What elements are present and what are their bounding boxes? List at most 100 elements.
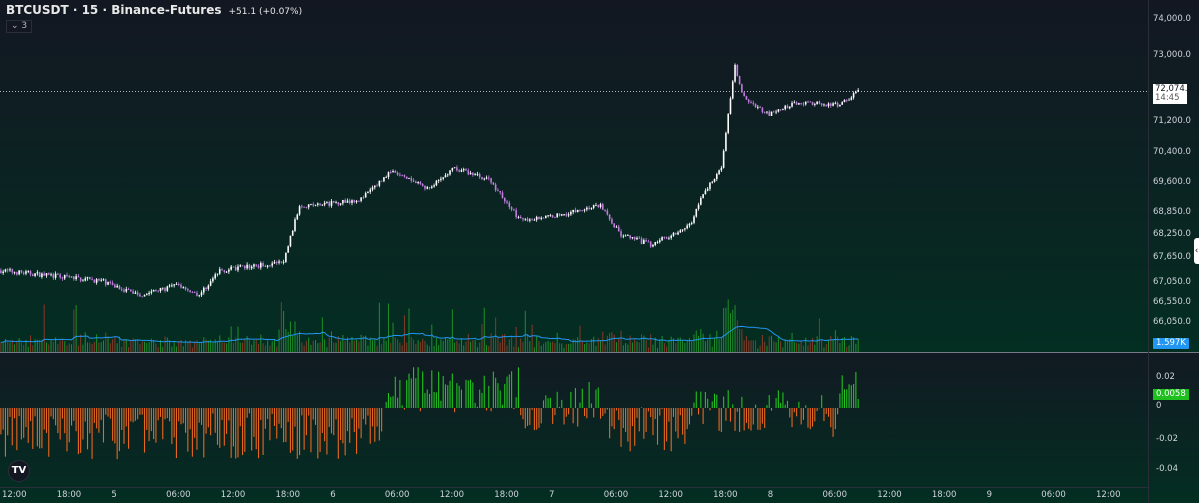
volume-bar bbox=[118, 336, 120, 352]
candle-body bbox=[77, 276, 80, 278]
candle-body bbox=[836, 102, 839, 107]
candle-body bbox=[73, 276, 75, 280]
volume-bar bbox=[572, 339, 574, 352]
volume-bar bbox=[611, 332, 613, 352]
candle-body bbox=[661, 237, 663, 241]
candle-body bbox=[759, 107, 761, 108]
candle-body bbox=[351, 200, 353, 203]
volume-bar bbox=[278, 329, 280, 352]
volume-bar bbox=[66, 345, 68, 352]
volume-bar bbox=[326, 347, 328, 352]
candle-body bbox=[205, 287, 207, 289]
candle-body bbox=[294, 219, 296, 231]
candle-body bbox=[472, 172, 474, 176]
candle-body bbox=[503, 197, 506, 202]
volume-bar bbox=[226, 343, 228, 352]
candle-body bbox=[517, 216, 520, 218]
time-tick: 12:00 bbox=[2, 490, 27, 500]
price-pane[interactable] bbox=[0, 0, 1199, 352]
candle-body bbox=[830, 103, 832, 106]
volume-bar bbox=[189, 340, 191, 352]
candle-body bbox=[367, 191, 369, 194]
time-tick: 12:00 bbox=[658, 490, 683, 500]
volume-bar bbox=[522, 342, 524, 352]
candle-body bbox=[465, 169, 467, 171]
candle-body bbox=[45, 273, 48, 276]
candle-body bbox=[636, 237, 638, 240]
candle-body bbox=[547, 215, 549, 217]
candle-body bbox=[807, 101, 809, 103]
volume-bar bbox=[547, 340, 549, 352]
volume-bar bbox=[449, 337, 451, 352]
candle-body bbox=[415, 181, 417, 184]
candle-body bbox=[677, 232, 679, 235]
volume-bar bbox=[219, 335, 221, 352]
oscillator-pane[interactable] bbox=[0, 353, 1199, 503]
candle-body bbox=[460, 170, 463, 172]
candle-body bbox=[16, 272, 18, 275]
candle-body bbox=[711, 181, 714, 183]
volume-bar bbox=[828, 340, 830, 352]
volume-bar bbox=[125, 339, 127, 352]
candle-body bbox=[624, 235, 627, 237]
volume-bar bbox=[52, 341, 54, 352]
candle-body bbox=[750, 102, 752, 103]
candle-body bbox=[107, 282, 109, 285]
volume-bar bbox=[276, 346, 278, 352]
candle-body bbox=[134, 292, 137, 294]
volume-bar bbox=[825, 344, 827, 352]
candle-body bbox=[387, 172, 390, 177]
symbol-title[interactable]: BTCUSDT · 15 · Binance-Futures bbox=[6, 3, 222, 17]
volume-bar bbox=[82, 344, 84, 352]
volume-bar bbox=[175, 346, 177, 352]
candle-body bbox=[374, 185, 376, 188]
volume-bar bbox=[465, 341, 467, 352]
candle-body bbox=[467, 170, 470, 175]
volume-bar bbox=[424, 341, 426, 352]
time-tick: 06:00 bbox=[384, 490, 410, 500]
volume-bar bbox=[7, 340, 9, 352]
volume-bar bbox=[554, 343, 556, 352]
volume-bar bbox=[631, 342, 633, 352]
volume-bar bbox=[25, 340, 27, 352]
volume-bar bbox=[230, 326, 232, 352]
candle-body bbox=[328, 202, 330, 206]
candle-body bbox=[200, 292, 203, 296]
volume-bar bbox=[210, 339, 212, 352]
volume-bar bbox=[723, 308, 725, 352]
volume-bar bbox=[777, 337, 779, 352]
volume-bar bbox=[759, 345, 761, 352]
volume-bar bbox=[511, 336, 513, 352]
volume-bar bbox=[593, 336, 595, 352]
candle-body bbox=[629, 235, 631, 239]
candle-body bbox=[627, 235, 629, 237]
candle-body bbox=[417, 182, 419, 184]
indicators-toggle-button[interactable]: ⌄ 3 bbox=[6, 20, 33, 33]
candle-body bbox=[132, 291, 134, 294]
candle-body bbox=[109, 282, 112, 283]
collapse-panel-button[interactable]: ‹ bbox=[1194, 238, 1199, 264]
candle-body bbox=[225, 271, 228, 273]
volume-bar bbox=[253, 340, 255, 352]
candle-body bbox=[606, 210, 609, 215]
candle-body bbox=[68, 276, 71, 277]
volume-bar bbox=[853, 337, 855, 352]
volume-bar bbox=[693, 334, 695, 352]
candle-body bbox=[385, 176, 387, 178]
tradingview-logo[interactable]: TV bbox=[8, 460, 30, 482]
volume-bar bbox=[30, 335, 32, 352]
volume-bar bbox=[244, 339, 246, 352]
candle-body bbox=[804, 101, 807, 105]
volume-bar bbox=[178, 341, 180, 352]
chart-legend[interactable]: BTCUSDT · 15 · Binance-Futures +51.1 (+0… bbox=[6, 3, 302, 19]
volume-bar bbox=[194, 342, 196, 352]
volume-bar bbox=[529, 341, 531, 352]
candle-body bbox=[198, 295, 201, 297]
candle-body bbox=[852, 93, 855, 98]
volume-bar bbox=[18, 338, 20, 352]
volume-bar bbox=[704, 341, 706, 352]
candle-body bbox=[588, 207, 590, 209]
volume-bar bbox=[273, 338, 275, 352]
price-tick: 70,400.0 bbox=[1153, 147, 1191, 157]
